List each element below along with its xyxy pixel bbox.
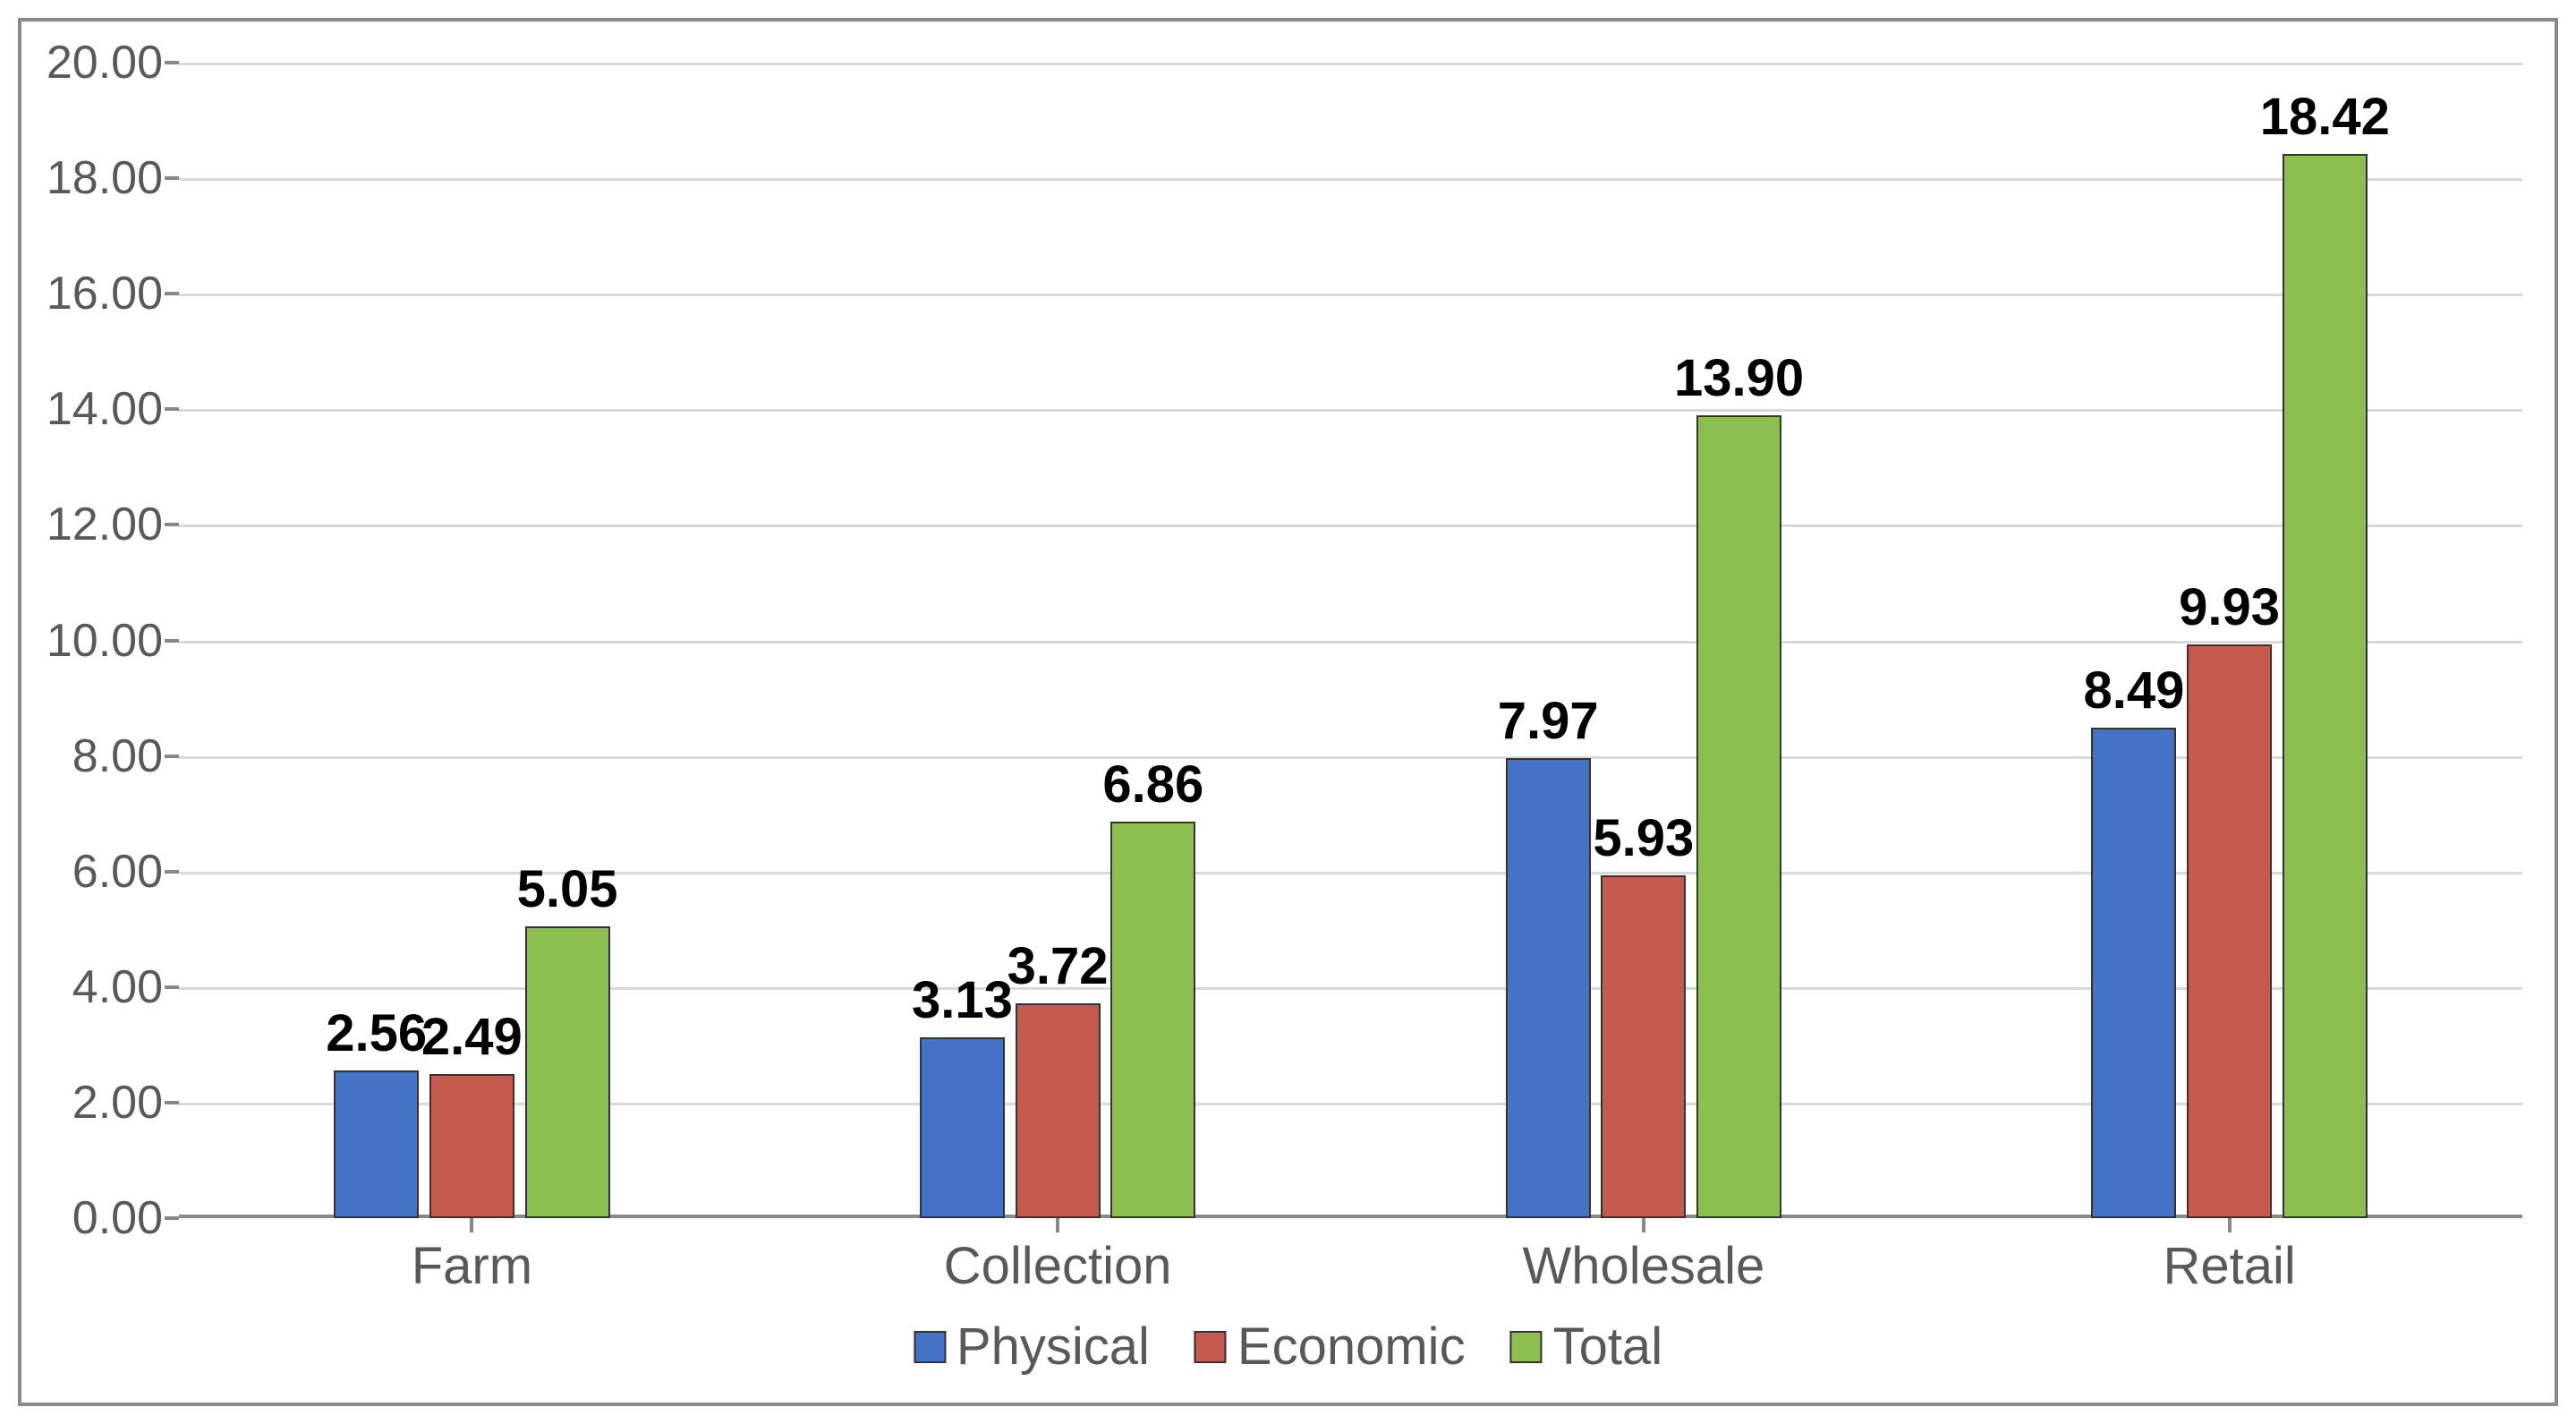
y-tick-mark xyxy=(165,61,179,64)
bar-total xyxy=(2283,154,2368,1218)
y-tick-label: 6.00 xyxy=(72,845,179,899)
gridline xyxy=(179,524,2522,527)
y-tick-mark xyxy=(165,523,179,526)
legend-label: Economic xyxy=(1237,1317,1466,1377)
y-tick-mark xyxy=(165,1216,179,1220)
y-tick-label: 12.00 xyxy=(47,498,179,551)
x-tick-label: Farm xyxy=(412,1218,532,1296)
y-tick-label: 10.00 xyxy=(47,614,179,668)
data-label: 2.56 xyxy=(326,1003,427,1063)
y-tick-mark xyxy=(165,292,179,295)
y-tick-mark xyxy=(165,639,179,643)
bar-economic xyxy=(1016,1003,1101,1218)
x-tick-label: Retail xyxy=(2163,1218,2295,1296)
y-tick-mark xyxy=(165,870,179,874)
data-label: 5.93 xyxy=(1593,808,1694,868)
plot-area: 0.002.004.006.008.0010.0012.0014.0016.00… xyxy=(179,63,2522,1218)
data-label: 6.86 xyxy=(1102,755,1203,814)
bar-total xyxy=(1696,415,1781,1218)
y-tick-mark xyxy=(165,176,179,180)
data-label: 5.05 xyxy=(517,859,618,919)
data-label: 3.13 xyxy=(912,970,1013,1030)
data-label: 18.42 xyxy=(2260,87,2390,147)
gridline xyxy=(179,409,2522,412)
bar-physical xyxy=(334,1070,419,1218)
y-tick-mark xyxy=(165,407,179,411)
legend-item-economic: Economic xyxy=(1194,1317,1466,1377)
data-label: 13.90 xyxy=(1674,348,1804,408)
data-label: 2.49 xyxy=(421,1007,523,1067)
y-tick-label: 14.00 xyxy=(47,382,179,436)
legend-swatch xyxy=(1194,1331,1227,1363)
legend: Physical Economic Total xyxy=(914,1317,1662,1377)
legend-swatch xyxy=(914,1331,946,1363)
legend-label: Physical xyxy=(956,1317,1150,1377)
y-tick-mark xyxy=(165,985,179,989)
bar-physical xyxy=(920,1037,1005,1218)
legend-label: Total xyxy=(1553,1317,1663,1377)
bar-economic xyxy=(1601,875,1686,1218)
gridline xyxy=(179,63,2522,65)
bar-total xyxy=(1110,822,1195,1218)
data-label: 8.49 xyxy=(2083,661,2184,721)
bar-physical xyxy=(2091,728,2176,1218)
data-label: 3.72 xyxy=(1007,936,1109,996)
gridline xyxy=(179,294,2522,296)
y-tick-label: 20.00 xyxy=(47,36,179,90)
bar-chart: 0.00 2.00 4.00 6.00 8.00 10.00 12.00 14.00 16.00… xyxy=(0,0,2576,1424)
x-tick-label: Collection xyxy=(944,1218,1172,1296)
bar-total xyxy=(525,926,610,1218)
y-tick-mark xyxy=(165,1101,179,1104)
data-label: 7.97 xyxy=(1498,691,1599,751)
legend-item-physical: Physical xyxy=(914,1317,1150,1377)
y-tick-label: 0.00 xyxy=(72,1191,179,1245)
legend-swatch xyxy=(1510,1331,1543,1363)
bar-economic xyxy=(429,1074,514,1218)
legend-item-total: Total xyxy=(1510,1317,1663,1377)
bar-physical xyxy=(1506,758,1591,1218)
x-tick-label: Wholesale xyxy=(1522,1218,1764,1296)
y-tick-label: 4.00 xyxy=(72,960,179,1014)
y-tick-label: 18.00 xyxy=(47,151,179,205)
gridline xyxy=(179,178,2522,181)
data-label: 9.93 xyxy=(2179,577,2280,637)
bar-economic xyxy=(2187,644,2272,1218)
y-tick-mark xyxy=(165,755,179,758)
y-tick-label: 8.00 xyxy=(72,729,179,783)
y-tick-label: 2.00 xyxy=(72,1076,179,1130)
gridline xyxy=(179,641,2522,644)
y-tick-label: 16.00 xyxy=(47,267,179,320)
